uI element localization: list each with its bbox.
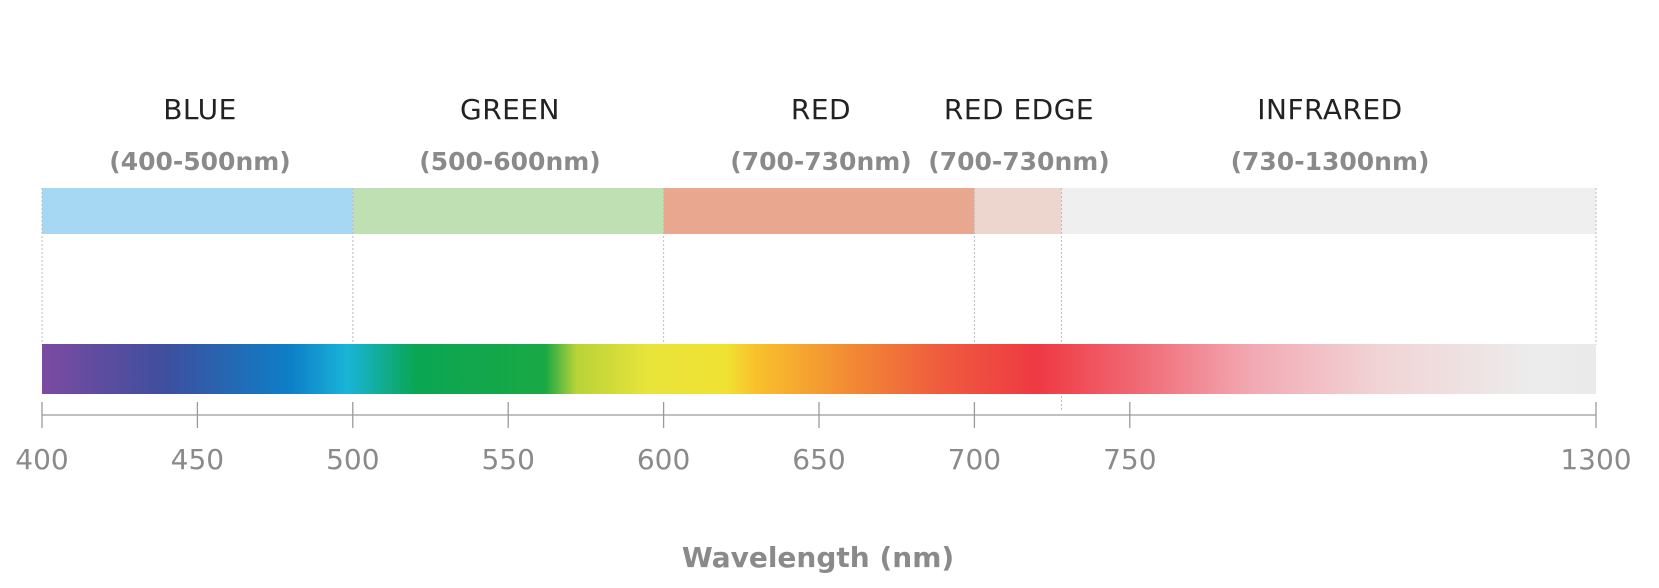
band-name-infrared: INFRARED xyxy=(1257,93,1403,126)
band-block-blue xyxy=(42,188,353,234)
axis-tick-label: 550 xyxy=(481,443,534,476)
axis-tick-label: 400 xyxy=(15,443,68,476)
axis-tick-label: 650 xyxy=(792,443,845,476)
band-dividers xyxy=(41,188,1597,412)
axis-tick-label: 500 xyxy=(326,443,379,476)
band-blocks xyxy=(42,188,1596,234)
spectrum-bar xyxy=(42,344,1596,394)
band-block-red xyxy=(663,188,975,234)
axis-tick-label: 750 xyxy=(1103,443,1156,476)
band-name-blue: BLUE xyxy=(163,93,237,126)
axis-ticks xyxy=(41,402,1597,428)
band-name-green: GREEN xyxy=(460,93,560,126)
band-range-red: (700-730nm) xyxy=(730,147,911,176)
axis-tick-label: 450 xyxy=(171,443,224,476)
band-block-green xyxy=(352,188,664,234)
axis-title: Wavelength (nm) xyxy=(682,541,954,574)
band-name-red: RED xyxy=(791,93,851,126)
band-range-infrared: (730-1300nm) xyxy=(1231,147,1430,176)
axis-tick-labels: 400 450 500 550 600 650 700 750 1300 xyxy=(15,443,1631,476)
wavelength-axis: 400 450 500 550 600 650 700 750 1300 xyxy=(15,402,1632,476)
band-block-red-edge xyxy=(974,188,1062,234)
axis-tick-label: 1300 xyxy=(1560,443,1631,476)
band-headers: BLUE (400-500nm) GREEN (500-600nm) RED (… xyxy=(109,93,1429,176)
axis-tick-label: 700 xyxy=(948,443,1001,476)
band-block-infrared xyxy=(1061,188,1596,234)
axis-tick-label: 600 xyxy=(637,443,690,476)
band-range-green: (500-600nm) xyxy=(419,147,600,176)
band-range-red-edge: (700-730nm) xyxy=(928,147,1109,176)
band-range-blue: (400-500nm) xyxy=(109,147,290,176)
band-name-red-edge: RED EDGE xyxy=(944,93,1094,126)
